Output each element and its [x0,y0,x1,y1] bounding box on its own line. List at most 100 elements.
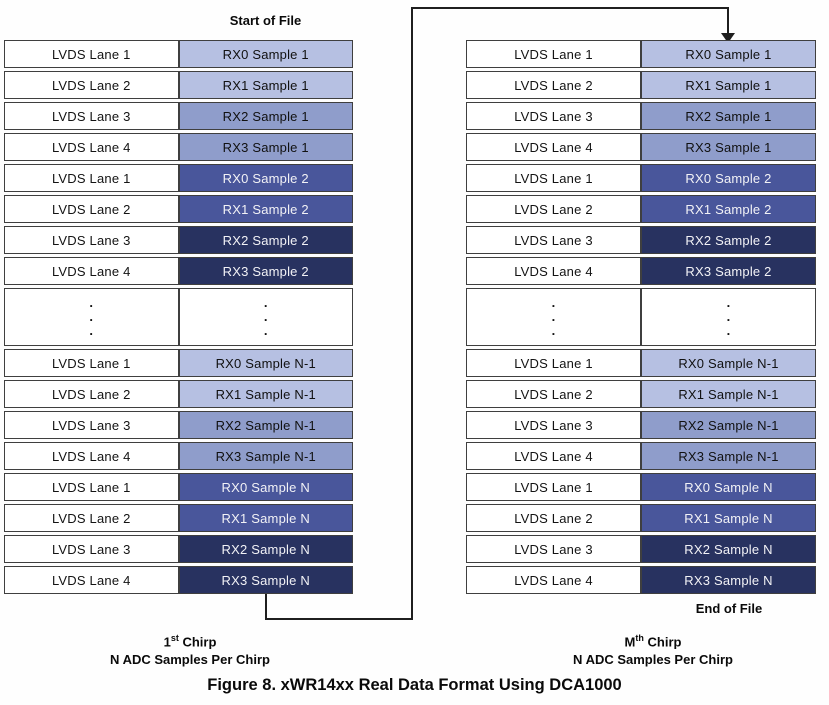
table-row: LVDS Lane 4 RX3 Sample N [4,566,353,594]
ellipsis-cell-rx: . . . [641,288,816,346]
ellipsis-row: . . .. . . [466,288,816,346]
start-of-file-label: Start of File [229,13,302,28]
rx-sample-cell: RX3 Sample N [178,566,353,594]
ellipsis-cell-lane: . . . [4,288,179,346]
lvds-lane-cell: LVDS Lane 3 [4,535,179,563]
lvds-lane-cell: LVDS Lane 4 [4,442,179,470]
rx-sample-cell: RX2 Sample N [641,535,816,563]
rx-sample-cell: RX1 Sample N-1 [178,380,353,408]
rx-sample-cell: RX2 Sample N-1 [178,411,353,439]
rx-sample-cell: RX2 Sample 2 [641,226,816,254]
lvds-lane-cell: LVDS Lane 2 [466,504,641,532]
rx-sample-cell: RX1 Sample 2 [178,195,353,223]
table-row: LVDS Lane 2 RX1 Sample 2 [466,195,816,223]
table-row: LVDS Lane 3 RX2 Sample N [4,535,353,563]
table-row: LVDS Lane 1 RX0 Sample N-1 [4,349,353,377]
table-row: LVDS Lane 3 RX2 Sample 1 [466,102,816,130]
table-row: LVDS Lane 2 RX1 Sample N [4,504,353,532]
ellipsis-row: . . .. . . [4,288,353,346]
table-row: LVDS Lane 2 RX1 Sample 1 [4,71,353,99]
table-row: LVDS Lane 3 RX2 Sample 1 [4,102,353,130]
rx-sample-cell: RX1 Sample 2 [641,195,816,223]
ordinal-superscript: st [170,633,179,643]
rx-sample-cell: RX3 Sample N-1 [641,442,816,470]
lvds-lane-cell: LVDS Lane 2 [4,504,179,532]
connector-line-vertical-middle [411,8,413,620]
table-row: LVDS Lane 1 RX0 Sample 1 [466,40,816,68]
lvds-lane-cell: LVDS Lane 1 [4,40,179,68]
table-row: LVDS Lane 2 RX1 Sample N-1 [466,380,816,408]
table-row: LVDS Lane 4 RX3 Sample 1 [466,133,816,161]
table-row: LVDS Lane 1 RX0 Sample 2 [466,164,816,192]
table-row: LVDS Lane 3 RX2 Sample N-1 [466,411,816,439]
lvds-lane-cell: LVDS Lane 1 [4,473,179,501]
chirp-ordinal-line: 1st Chirp [163,633,217,650]
table-row: LVDS Lane 1 RX0 Sample N [4,473,353,501]
rx-sample-cell: RX1 Sample 1 [641,71,816,99]
lvds-lane-cell: LVDS Lane 4 [4,566,179,594]
lvds-lane-cell: LVDS Lane 1 [466,473,641,501]
rx-sample-cell: RX3 Sample 1 [178,133,353,161]
rx-sample-cell: RX0 Sample 2 [178,164,353,192]
rx-sample-cell: RX0 Sample 1 [178,40,353,68]
lvds-lane-cell: LVDS Lane 1 [4,349,179,377]
lvds-lane-cell: LVDS Lane 4 [466,133,641,161]
table-row: LVDS Lane 4 RX3 Sample N [466,566,816,594]
table-row: LVDS Lane 3 RX2 Sample N [466,535,816,563]
rx-sample-cell: RX3 Sample 1 [641,133,816,161]
table-row: LVDS Lane 2 RX1 Sample 2 [4,195,353,223]
connector-line-bottom [265,618,413,620]
lvds-lane-cell: LVDS Lane 3 [466,535,641,563]
rx-sample-cell: RX0 Sample N-1 [178,349,353,377]
ellipsis-cell-rx: . . . [178,288,353,346]
lvds-lane-cell: LVDS Lane 2 [4,195,179,223]
samples-per-chirp-label: N ADC Samples Per Chirp [573,652,733,668]
rx-sample-cell: RX3 Sample N [641,566,816,594]
lvds-lane-cell: LVDS Lane 1 [466,164,641,192]
lvds-lane-cell: LVDS Lane 4 [4,257,179,285]
table-row: LVDS Lane 3 RX2 Sample 2 [4,226,353,254]
lvds-lane-cell: LVDS Lane 4 [466,257,641,285]
ordinal-superscript: th [635,633,644,643]
table-row: LVDS Lane 3 RX2 Sample N-1 [4,411,353,439]
rx-sample-cell: RX0 Sample N-1 [641,349,816,377]
table-row: LVDS Lane 4 RX3 Sample N-1 [4,442,353,470]
rx-sample-cell: RX2 Sample N-1 [641,411,816,439]
rx-sample-cell: RX3 Sample N-1 [178,442,353,470]
chirp-ordinal-line: Mth Chirp [624,633,682,650]
lvds-lane-cell: LVDS Lane 2 [466,380,641,408]
lvds-lane-cell: LVDS Lane 3 [466,226,641,254]
lvds-lane-cell: LVDS Lane 2 [4,71,179,99]
chirp-table-mth: LVDS Lane 1 RX0 Sample 1 LVDS Lane 2 RX1 Sa… [466,40,816,597]
chirp-table-first: LVDS Lane 1 RX0 Sample 1 LVDS Lane 2 RX1 Sa… [4,40,353,597]
lvds-lane-cell: LVDS Lane 3 [4,226,179,254]
table-row: LVDS Lane 2 RX1 Sample N [466,504,816,532]
table-row: LVDS Lane 1 RX0 Sample N-1 [466,349,816,377]
rx-sample-cell: RX2 Sample 1 [641,102,816,130]
table-row: LVDS Lane 2 RX1 Sample 1 [466,71,816,99]
rx-sample-cell: RX1 Sample 1 [178,71,353,99]
lvds-lane-cell: LVDS Lane 1 [4,164,179,192]
table-row: LVDS Lane 4 RX3 Sample 1 [4,133,353,161]
table-row: LVDS Lane 1 RX0 Sample 2 [4,164,353,192]
rx-sample-cell: RX1 Sample N-1 [641,380,816,408]
table-row: LVDS Lane 2 RX1 Sample N-1 [4,380,353,408]
lvds-lane-cell: LVDS Lane 1 [466,40,641,68]
lvds-lane-cell: LVDS Lane 2 [466,71,641,99]
rx-sample-cell: RX2 Sample N [178,535,353,563]
lvds-lane-cell: LVDS Lane 4 [466,566,641,594]
lvds-lane-cell: LVDS Lane 3 [466,102,641,130]
connector-line-down-to-right-table [727,7,729,35]
connector-line-down-from-left-table [265,594,267,620]
table-row: LVDS Lane 1 RX0 Sample N [466,473,816,501]
arrowhead-down-icon [721,33,735,43]
lvds-lane-cell: LVDS Lane 3 [4,102,179,130]
mth-chirp-label: Mth Chirp N ADC Samples Per Chirp [523,629,783,669]
rx-sample-cell: RX2 Sample 2 [178,226,353,254]
rx-sample-cell: RX3 Sample 2 [178,257,353,285]
end-of-file-label: End of File [695,601,763,616]
lvds-lane-cell: LVDS Lane 4 [466,442,641,470]
table-row: LVDS Lane 3 RX2 Sample 2 [466,226,816,254]
table-row: LVDS Lane 4 RX3 Sample 2 [466,257,816,285]
